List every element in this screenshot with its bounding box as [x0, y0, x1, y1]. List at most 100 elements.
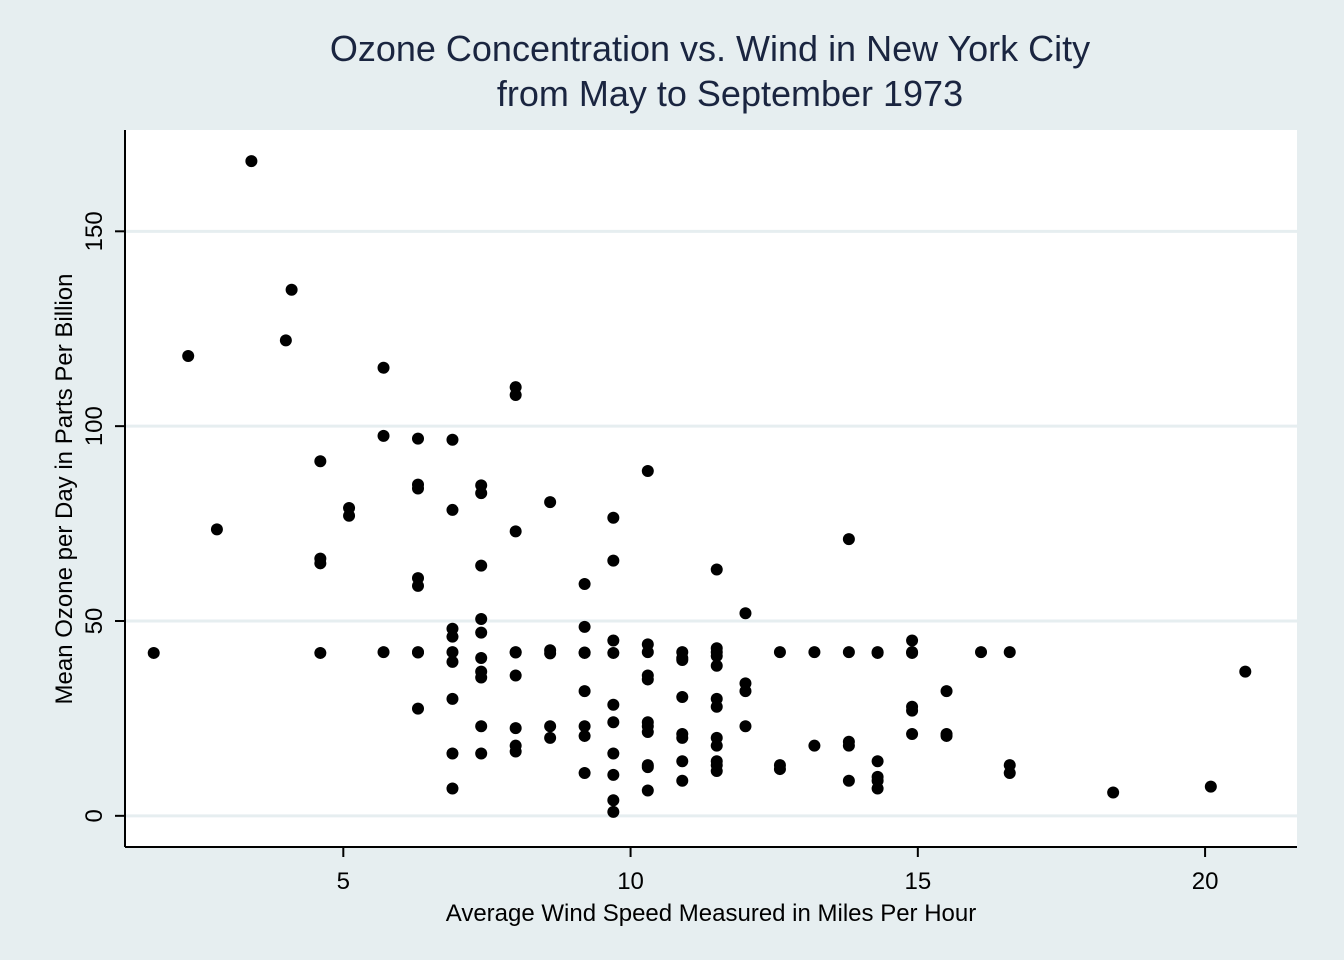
data-point-8 — [314, 557, 327, 570]
data-point-21 — [412, 646, 424, 659]
y-tick-label-1: 50 — [81, 608, 108, 635]
data-point-113 — [808, 739, 821, 752]
data-point-101 — [710, 739, 723, 752]
data-point-9 — [314, 646, 327, 659]
data-point-6 — [314, 455, 327, 468]
data-point-27 — [446, 646, 459, 659]
data-point-30 — [446, 747, 459, 760]
data-point-118 — [842, 774, 855, 787]
data-point-107 — [739, 685, 752, 698]
data-point-13 — [377, 429, 390, 442]
data-point-57 — [578, 620, 591, 633]
y-tick-label-2: 100 — [81, 406, 108, 446]
data-point-55 — [544, 731, 557, 744]
chart-title-line-1: Ozone Concentration vs. Wind in New York… — [330, 28, 1090, 69]
y-tick-label-0: 0 — [81, 809, 108, 822]
data-point-78 — [641, 673, 654, 686]
data-point-133 — [940, 729, 953, 742]
data-point-84 — [641, 784, 654, 797]
x-tick-label-3: 20 — [1192, 868, 1219, 895]
data-point-4 — [279, 334, 292, 347]
data-point-112 — [808, 646, 821, 659]
data-point-65 — [607, 554, 620, 567]
y-axis-ticks: 0 50 100 150 — [81, 211, 125, 823]
data-point-111 — [773, 763, 786, 776]
data-point-76 — [641, 646, 654, 659]
data-point-34 — [475, 559, 488, 572]
data-point-47 — [509, 669, 522, 682]
gridlines — [126, 229, 1297, 818]
data-point-74 — [641, 464, 654, 477]
data-point-81 — [641, 726, 654, 739]
data-point-29 — [446, 692, 459, 705]
data-point-51 — [544, 496, 557, 509]
data-point-72 — [607, 794, 620, 807]
data-point-50 — [509, 745, 522, 758]
data-point-19 — [412, 579, 424, 592]
data-point-69 — [607, 716, 620, 729]
chart-title-line-2: from May to September 1973 — [497, 73, 963, 114]
data-point-87 — [676, 653, 689, 666]
data-point-127 — [906, 646, 919, 659]
data-point-90 — [676, 731, 689, 744]
data-point-59 — [578, 646, 591, 659]
data-point-139 — [1204, 780, 1217, 793]
data-point-5 — [285, 283, 298, 296]
data-point-88 — [676, 690, 689, 703]
data-point-96 — [710, 650, 723, 663]
data-point-71 — [607, 768, 620, 781]
data-point-56 — [578, 577, 591, 590]
data-point-24 — [446, 503, 459, 516]
data-point-46 — [509, 646, 522, 659]
data-point-109 — [773, 646, 786, 659]
data-point-48 — [509, 722, 522, 735]
data-point-99 — [710, 700, 723, 713]
data-point-138 — [1107, 786, 1120, 799]
data-point-131 — [940, 685, 953, 698]
data-point-70 — [607, 747, 620, 760]
data-point-97 — [710, 659, 723, 672]
data-point-54 — [544, 720, 557, 733]
data-point-11 — [343, 509, 356, 522]
data-point-121 — [871, 755, 884, 768]
y-tick-label-3: 150 — [81, 211, 108, 251]
data-point-62 — [578, 729, 591, 742]
data-point-36 — [475, 626, 488, 639]
data-point-2 — [210, 523, 223, 536]
data-point-44 — [509, 525, 522, 538]
data-point-14 — [377, 646, 390, 659]
x-tick-label-1: 10 — [617, 868, 644, 895]
data-point-41 — [475, 747, 488, 760]
data-point-108 — [739, 720, 752, 733]
data-point-125 — [906, 634, 919, 647]
data-point-64 — [607, 511, 620, 524]
data-point-105 — [739, 607, 752, 620]
data-point-37 — [475, 652, 488, 665]
data-point-137 — [1003, 766, 1016, 779]
data-point-60 — [578, 685, 591, 698]
data-point-33 — [475, 487, 488, 500]
y-axis-label: Mean Ozone per Day in Parts Per Billion — [51, 274, 78, 705]
data-point-39 — [475, 671, 488, 684]
data-point-83 — [641, 761, 654, 774]
data-point-115 — [842, 646, 855, 659]
data-point-43 — [509, 388, 522, 401]
data-point-63 — [578, 766, 591, 779]
data-point-92 — [676, 774, 689, 787]
data-point-91 — [676, 755, 689, 768]
data-point-114 — [842, 533, 855, 546]
data-point-134 — [975, 646, 988, 659]
data-point-15 — [412, 432, 424, 445]
data-point-35 — [475, 613, 488, 626]
data-point-120 — [871, 646, 884, 659]
data-point-12 — [377, 361, 390, 374]
data-point-117 — [842, 739, 855, 752]
data-point-53 — [544, 647, 557, 660]
data-point-23 — [446, 433, 459, 446]
data-point-3 — [245, 155, 258, 168]
data-point-135 — [1003, 646, 1016, 659]
data-point-0 — [147, 646, 160, 659]
data-point-1 — [182, 350, 195, 363]
